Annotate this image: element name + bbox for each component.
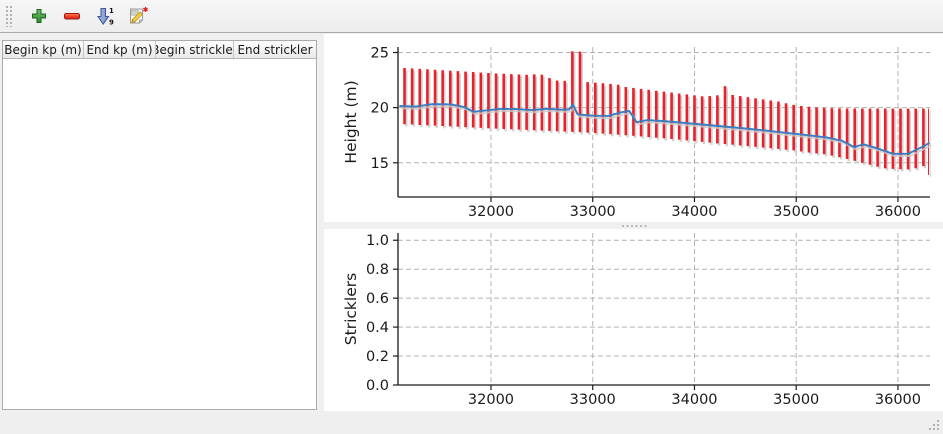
- x-tick-label: 33000: [570, 204, 616, 220]
- table-header-row: Begin kp (m) End kp (m) Begin strickler End…: [3, 41, 316, 59]
- y-tick-label: 1.0: [366, 233, 389, 249]
- status-bar: [0, 411, 943, 434]
- x-tick-label: 36000: [875, 204, 921, 220]
- y-axis-label: Stricklers: [342, 273, 360, 345]
- x-tick-label: 33000: [570, 392, 616, 408]
- column-header-3[interactable]: Begin strickler: [156, 41, 234, 58]
- x-tick-label: 36000: [875, 392, 921, 408]
- y-tick-label: 0.4: [366, 320, 389, 336]
- splitter-dots-icon: [621, 224, 646, 227]
- edit-icon: [130, 7, 149, 24]
- svg-text:9: 9: [109, 19, 114, 27]
- column-header-4[interactable]: End strickler: [237, 42, 313, 57]
- minus-icon: [64, 13, 80, 20]
- vertical-splitter-handle[interactable]: [317, 34, 324, 411]
- y-tick-label: 25: [371, 46, 389, 62]
- remove-row-button[interactable]: [59, 3, 85, 29]
- chart-svg: 0.0 0.2 0.4 0.6 0.8 1.0 32000 33000 34000 35000 36…: [342, 233, 930, 408]
- chart-splitter-handle[interactable]: [324, 222, 943, 229]
- add-row-button[interactable]: [26, 3, 52, 29]
- toolbar-drag-handle[interactable]: [5, 5, 13, 27]
- y-tick-label: 0.6: [366, 291, 389, 307]
- stricklers-chart-canvas[interactable]: 0.0 0.2 0.4 0.6 0.8 1.0 32000 33000 34000 35000 36…: [324, 229, 943, 411]
- y-tick-label: 0.8: [366, 262, 389, 278]
- column-header-2[interactable]: End kp (m): [84, 41, 156, 58]
- edit-button[interactable]: [125, 3, 151, 29]
- sort-rows-button[interactable]: 1 9: [92, 3, 118, 29]
- column-header-1[interactable]: Begin kp (m): [3, 41, 84, 58]
- y-tick-label: 0.2: [366, 349, 389, 365]
- x-tick-label: 35000: [773, 204, 819, 220]
- y-tick-label: 20: [371, 101, 389, 117]
- svg-text:1: 1: [109, 7, 114, 15]
- x-tick-label: 34000: [671, 204, 717, 220]
- resize-grip-icon[interactable]: [926, 417, 941, 432]
- stricklers-table: Begin kp (m) End kp (m) Begin strickler End…: [2, 40, 317, 410]
- x-tick-label: 32000: [468, 392, 514, 408]
- y-tick-label: 0.0: [366, 378, 389, 394]
- x-tick-label: 35000: [773, 392, 819, 408]
- x-tick-label: 32000: [468, 204, 514, 220]
- charts-panel: 15 20 25 32000 33000 34000 35000 36000 Height (m…: [324, 34, 943, 411]
- table-body-empty[interactable]: [3, 59, 316, 409]
- plus-icon: [32, 9, 46, 23]
- y-axis-label: Height (m): [342, 80, 360, 163]
- y-tick-label: 15: [371, 156, 389, 172]
- chart-svg: 15 20 25 32000 33000 34000 35000 36000 Height (m…: [342, 46, 932, 220]
- toolbar: 1 9: [0, 0, 943, 33]
- x-tick-label: 34000: [671, 392, 717, 408]
- height-chart-canvas[interactable]: 15 20 25 32000 33000 34000 35000 36000 Height (m…: [324, 34, 943, 222]
- sort-ascending-icon: 1 9: [96, 7, 114, 27]
